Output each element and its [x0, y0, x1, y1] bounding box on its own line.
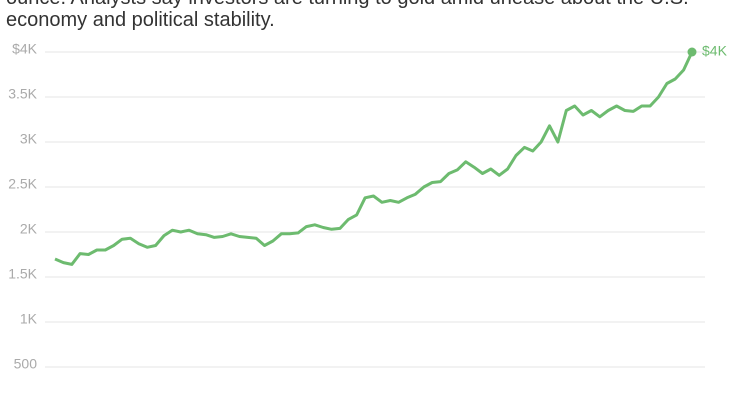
subtitle-line: economy and political stability.	[6, 9, 275, 31]
price-line	[54, 51, 694, 266]
y-tick-label: 3K	[20, 131, 38, 147]
subtitle-line: ounce. Analysts say investors are turnin…	[6, 0, 689, 9]
y-tick-label: 2.5K	[8, 176, 37, 192]
end-point	[687, 47, 697, 57]
y-tick-label: 1.5K	[8, 266, 37, 282]
end-label: $4K	[702, 43, 728, 59]
y-tick-label: $4K	[12, 41, 38, 57]
y-tick-label: 2K	[20, 221, 38, 237]
y-tick-label: 1K	[20, 311, 38, 327]
y-tick-label: 3.5K	[8, 86, 37, 102]
y-tick-label: 500	[14, 356, 38, 372]
